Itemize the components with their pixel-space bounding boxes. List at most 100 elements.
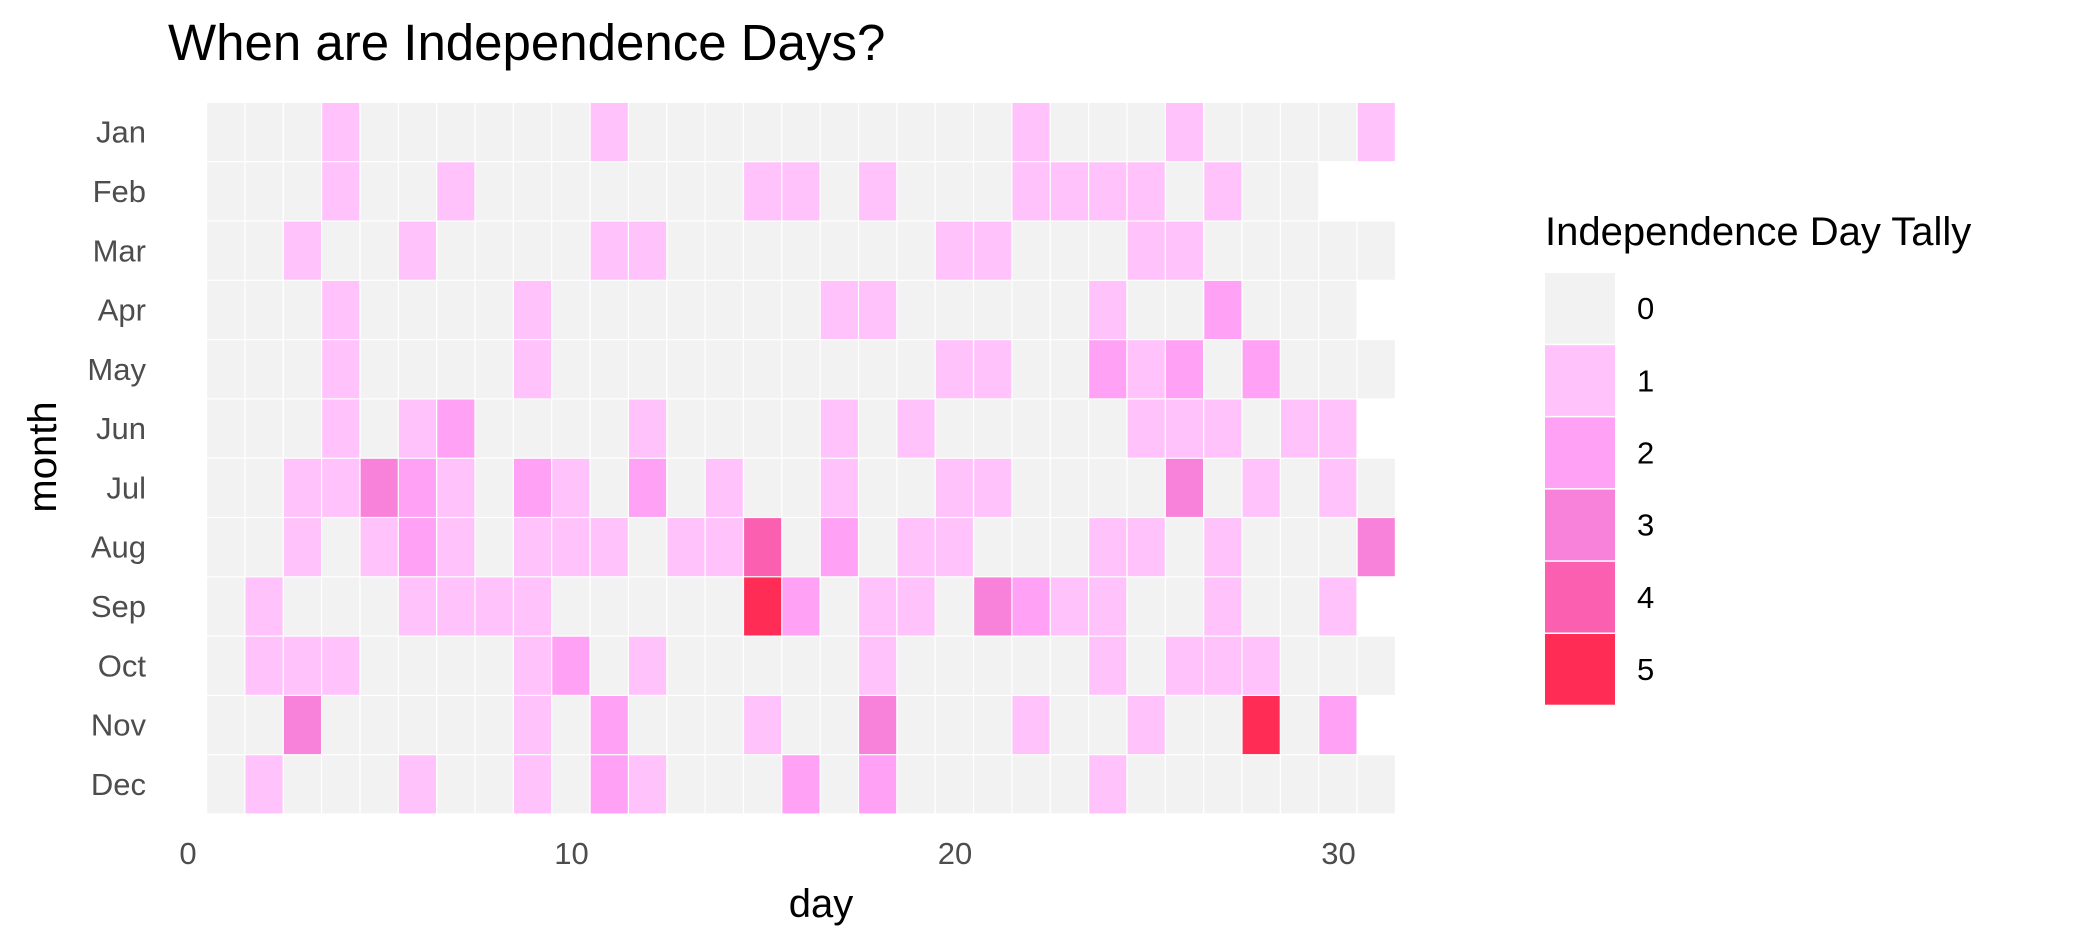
heatmap-cell [1204,755,1242,814]
heatmap-cell [1089,399,1127,458]
heatmap-cell [1242,636,1280,695]
heatmap-cell [629,458,667,517]
legend-label: 5 [1637,652,1654,687]
heatmap-cell [475,696,513,755]
heatmap-cell [322,518,360,577]
heatmap-cell [1204,221,1242,280]
heatmap-cell [207,636,245,695]
heatmap-cell [590,103,628,162]
heatmap-cell [935,577,973,636]
heatmap-cell [398,280,436,339]
heatmap-cell [1089,518,1127,577]
heatmap-cell [1050,280,1088,339]
legend-label: 3 [1637,508,1654,543]
heatmap-cell [360,162,398,221]
heatmap-cell [283,696,321,755]
heatmap-cell [475,399,513,458]
heatmap-cell [1012,340,1050,399]
heatmap-cell [1012,221,1050,280]
y-tick-label: Mar [93,233,146,268]
heatmap-cell [1127,458,1165,517]
heatmap-cell [820,518,858,577]
heatmap-cell [1242,162,1280,221]
heatmap-cell [1127,696,1165,755]
heatmap-cell [1089,103,1127,162]
y-tick-label: Aug [91,530,146,565]
heatmap-cell [437,103,475,162]
heatmap-cell [705,577,743,636]
heatmap-cell [820,221,858,280]
heatmap-cell [1357,221,1395,280]
heatmap-cell [360,280,398,339]
heatmap-cell [897,340,935,399]
heatmap-cell [744,696,782,755]
heatmap-cell [514,399,552,458]
heatmap-cell [705,221,743,280]
heatmap-cell [1165,340,1203,399]
heatmap-cell [935,162,973,221]
heatmap-cell [1012,518,1050,577]
heatmap-cell [1204,103,1242,162]
heatmap-cell [1050,577,1088,636]
heatmap-cell [398,103,436,162]
heatmap-cell [1165,458,1203,517]
heatmap-cell [782,518,820,577]
heatmap-cell [859,755,897,814]
heatmap-cell [1204,696,1242,755]
heatmap-cell [744,636,782,695]
heatmap-cell [1165,221,1203,280]
heatmap-cell [590,518,628,577]
heatmap-cell [1204,340,1242,399]
legend-label: 1 [1637,363,1654,398]
heatmap-cell [1319,636,1357,695]
heatmap-cell [1089,280,1127,339]
heatmap-cell [820,162,858,221]
y-tick-label: Oct [98,648,147,683]
heatmap-cell [974,458,1012,517]
y-tick-label: Feb [93,174,146,209]
heatmap-cell [590,458,628,517]
heatmap-cell [935,458,973,517]
heatmap-cell [974,280,1012,339]
heatmap-cell [1127,636,1165,695]
y-axis-title: month [21,401,65,512]
heatmap-cell [629,221,667,280]
heatmap-cell [207,280,245,339]
heatmap-cell [1050,399,1088,458]
heatmap-cell [1127,399,1165,458]
heatmap-cell [782,162,820,221]
heatmap-cell [1050,755,1088,814]
heatmap-cell [1242,518,1280,577]
heatmap-cell [859,340,897,399]
heatmap-cell [207,103,245,162]
heatmap-cell [1165,577,1203,636]
heatmap-cell [629,518,667,577]
legend-label: 2 [1637,436,1654,471]
heatmap-cell [1089,577,1127,636]
heatmap-cell [475,636,513,695]
heatmap-cell [1281,340,1319,399]
heatmap-cell [207,696,245,755]
heatmap-cell [283,577,321,636]
heatmap-cell [1050,162,1088,221]
heatmap-cell [322,280,360,339]
heatmap-cell [437,340,475,399]
x-tick-label: 30 [1321,836,1355,871]
heatmap-cell [1281,518,1319,577]
heatmap-cell [820,280,858,339]
heatmap-cell [1242,340,1280,399]
heatmap-cell [1050,221,1088,280]
heatmap-cell [283,221,321,280]
heatmap-cell [782,636,820,695]
heatmap-cell [744,103,782,162]
heatmap-cell [322,458,360,517]
chart-title: When are Independence Days? [168,14,885,71]
heatmap-cell [322,221,360,280]
heatmap-cell [974,636,1012,695]
heatmap-cell [782,221,820,280]
heatmap-cell [590,162,628,221]
heatmap-cell [1319,340,1357,399]
heatmap-cell [1281,577,1319,636]
heatmap-cell [667,162,705,221]
heatmap-cell [1281,221,1319,280]
